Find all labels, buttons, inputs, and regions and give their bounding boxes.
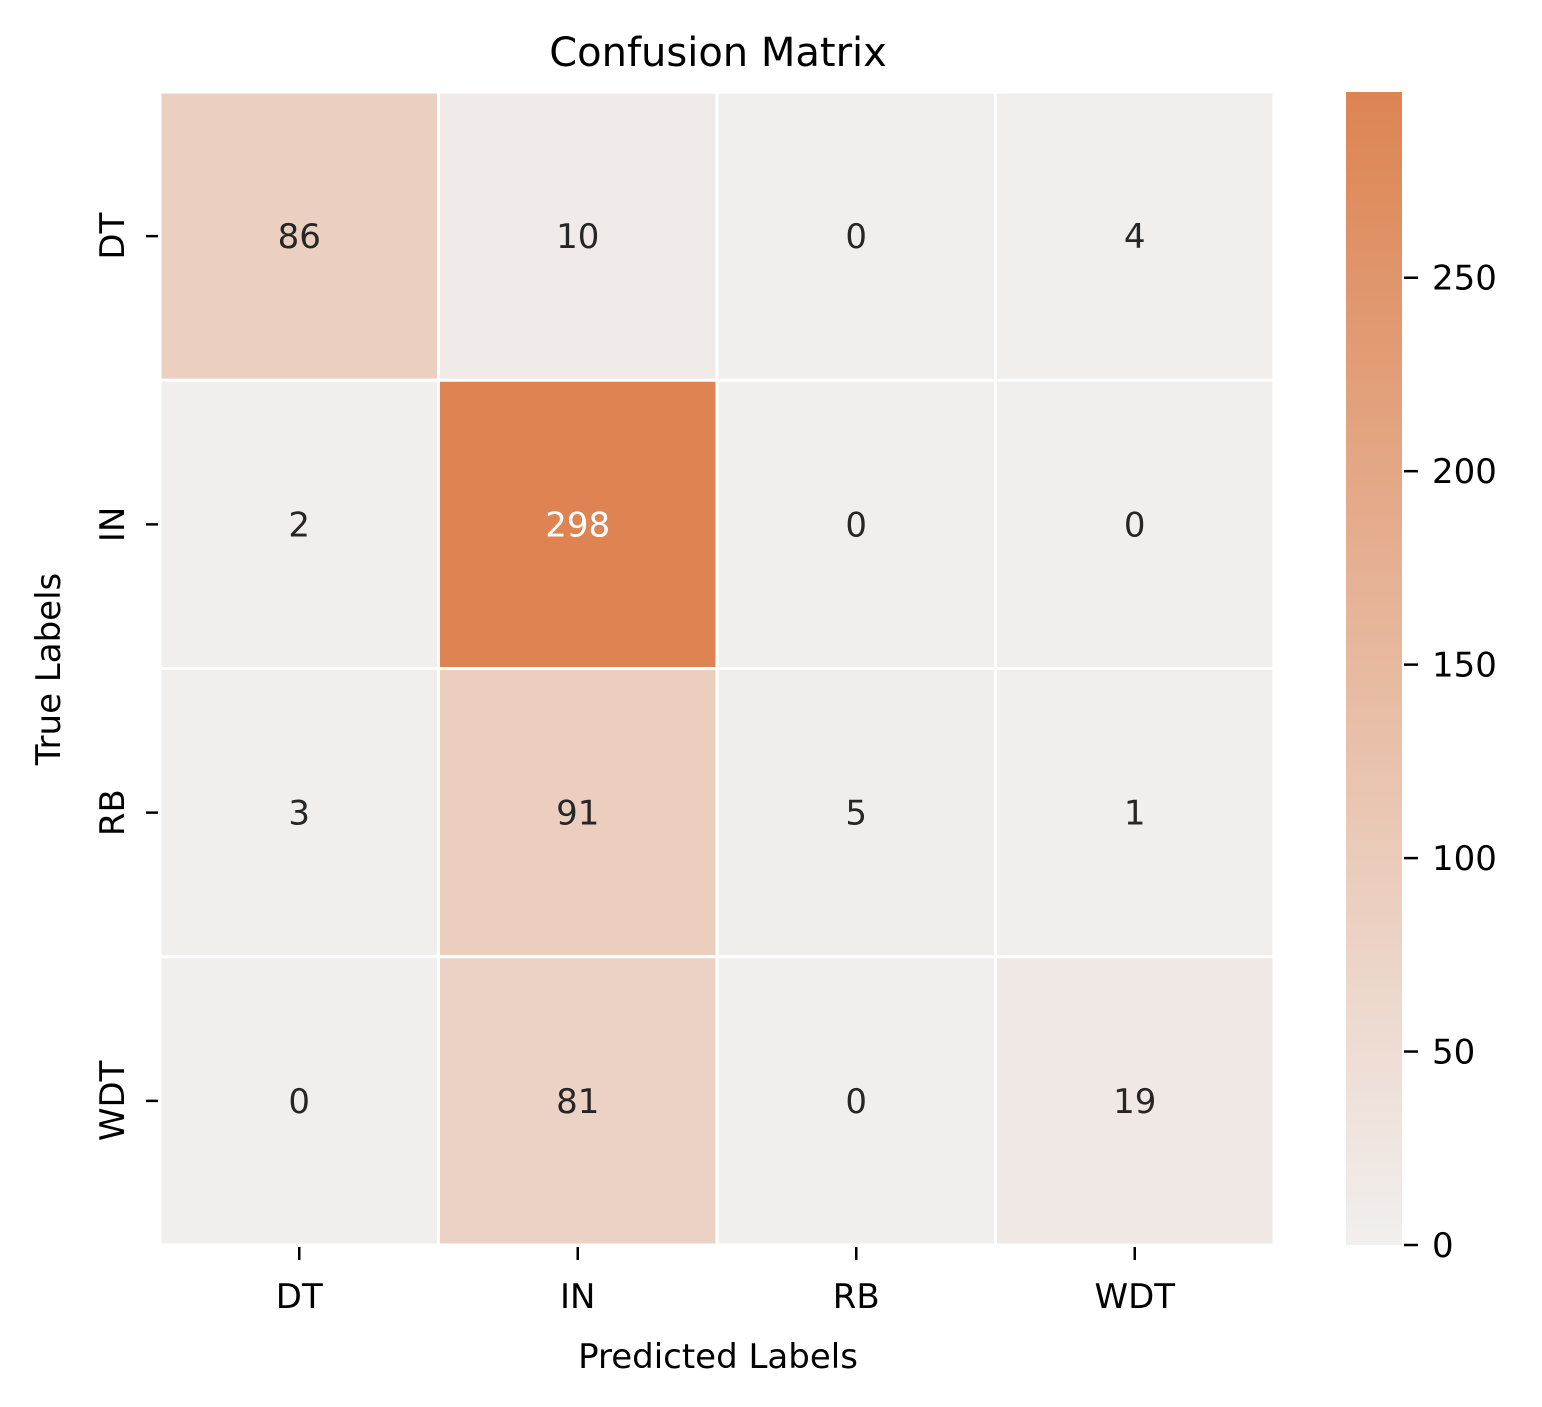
- cell-annotation: 0: [1124, 505, 1146, 545]
- heatmap-cell: [994, 955, 1276, 1247]
- heatmap-cell: [994, 667, 1276, 959]
- cell-annotation: 1: [1124, 794, 1146, 834]
- cell-annotation: 0: [288, 1082, 310, 1122]
- heatmap-cell: [158, 90, 440, 382]
- y-axis-ticks: DT IN RB WDT: [93, 212, 158, 1141]
- colorbar-tick-label: 100: [1432, 839, 1497, 879]
- cell-annotations: 86 10 0 42 298 0 03 91 5 10 81 0 19: [278, 217, 1157, 1122]
- cell-annotation: 3: [288, 794, 310, 834]
- cell-annotation: 86: [278, 217, 321, 257]
- heatmap-cell: [715, 90, 997, 382]
- colorbar-tick-label: 50: [1432, 1033, 1475, 1073]
- x-tick-label: DT: [276, 1277, 323, 1317]
- cell-annotation: 0: [845, 505, 867, 545]
- cell-annotation: 2: [288, 505, 310, 545]
- y-tick-label: RB: [93, 789, 133, 836]
- cell-annotation: 91: [556, 794, 599, 834]
- heatmap-cell: [437, 90, 719, 382]
- heatmap-cell: [994, 90, 1276, 382]
- heatmap-cell: [715, 955, 997, 1247]
- heatmap-cell: [437, 378, 719, 670]
- cell-annotation: 81: [556, 1082, 599, 1122]
- colorbar-tick-label: 200: [1432, 452, 1497, 492]
- colorbar-tick-label: 150: [1432, 646, 1497, 686]
- y-tick-label: DT: [93, 212, 133, 259]
- heatmap-cell: [158, 955, 440, 1247]
- heatmap-cell: [437, 955, 719, 1247]
- cell-annotation: 4: [1124, 217, 1146, 257]
- x-tick-label: IN: [560, 1277, 595, 1317]
- chart-title: Confusion Matrix: [549, 30, 887, 76]
- colorbar-tick-label: 0: [1432, 1226, 1454, 1266]
- cell-annotation: 19: [1113, 1082, 1156, 1122]
- colorbar: [1346, 92, 1402, 1245]
- cell-annotation: 298: [545, 505, 610, 545]
- cell-annotation: 0: [845, 217, 867, 257]
- x-axis-label: Predicted Labels: [578, 1337, 858, 1377]
- cell-annotation: 0: [845, 1082, 867, 1122]
- cell-annotation: 10: [556, 217, 599, 257]
- x-axis-ticks: DT IN RB WDT: [276, 1247, 1175, 1317]
- heatmap-cells: [158, 90, 1276, 1247]
- x-tick-label: RB: [833, 1277, 880, 1317]
- x-tick-label: WDT: [1094, 1277, 1175, 1317]
- colorbar-tick-label: 250: [1432, 259, 1497, 299]
- y-tick-label: WDT: [93, 1060, 133, 1141]
- heatmap-cell: [158, 378, 440, 670]
- heatmap-cell: [437, 667, 719, 959]
- y-tick-label: IN: [93, 507, 133, 542]
- cell-annotation: 5: [845, 794, 867, 834]
- heatmap-cell: [994, 378, 1276, 670]
- colorbar-ticks: 0 50 100 150 200 250: [1404, 259, 1497, 1266]
- y-axis-label: True Labels: [29, 573, 69, 766]
